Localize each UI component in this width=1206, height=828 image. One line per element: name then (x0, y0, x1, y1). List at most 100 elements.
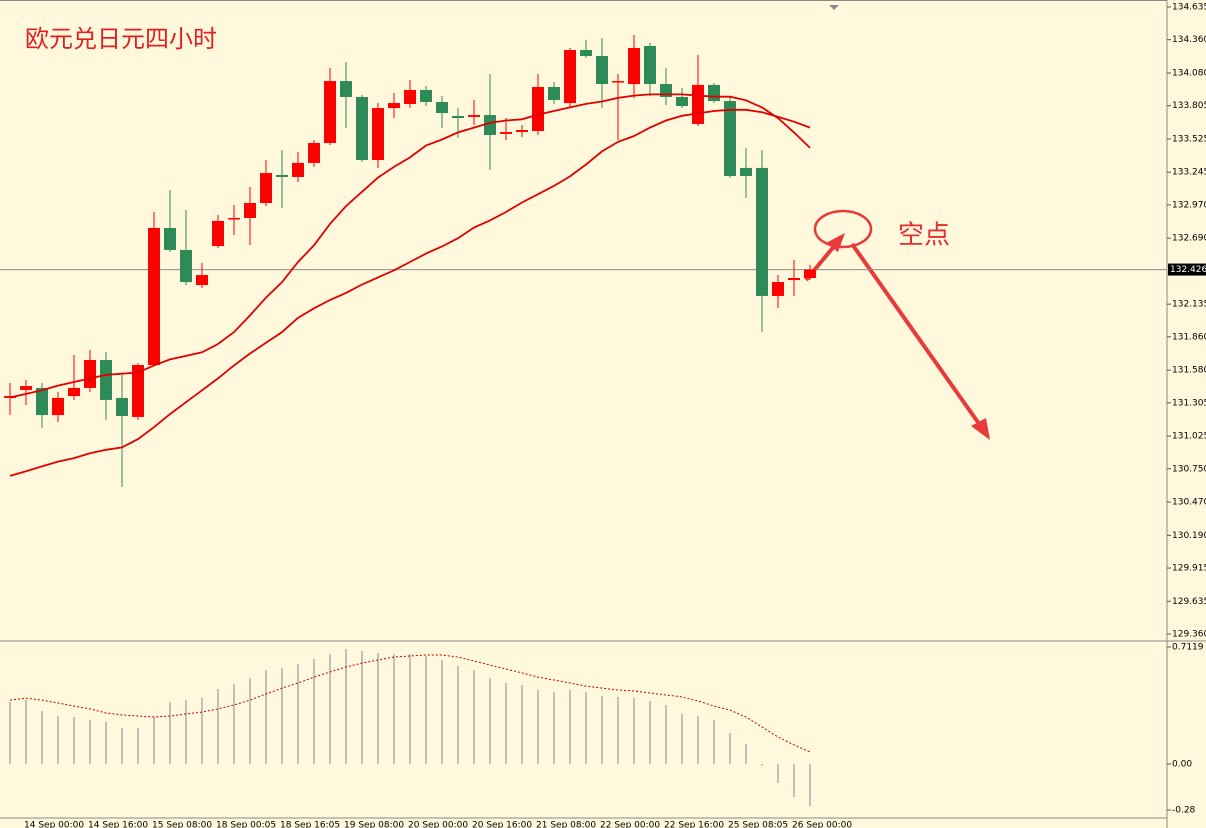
candle-body (260, 173, 272, 204)
macd-bar (809, 763, 811, 806)
candle-body (420, 89, 432, 102)
x-tick-label: 19 Sep 08:00 (344, 821, 404, 828)
candle-body (436, 101, 448, 114)
macd-bar (489, 678, 491, 764)
candle-body (692, 84, 704, 124)
candle-body (804, 269, 816, 279)
macd-bar (201, 698, 203, 764)
macd-bar (57, 716, 59, 764)
x-tick-label: 22 Sep 00:00 (600, 821, 660, 828)
macd-bar (665, 704, 667, 764)
x-tick-label: 14 Sep 00:00 (24, 821, 84, 828)
macd-bar (217, 689, 219, 764)
y-tick-label: 134.635 (1172, 3, 1206, 13)
macd-bar (25, 700, 27, 764)
candle-body (580, 50, 592, 56)
macd-bar (377, 653, 379, 764)
macd-bar (793, 763, 795, 798)
macd-bar (329, 654, 331, 764)
signal-line (9, 654, 811, 753)
candle-body (772, 282, 784, 296)
macd-bar (281, 668, 283, 764)
macd-bar (537, 690, 539, 764)
candle-body (52, 397, 64, 416)
x-tick-label: 25 Sep 08:05 (728, 821, 788, 828)
candle-body (740, 167, 752, 177)
macd-bar (297, 664, 299, 764)
candle-body (36, 387, 48, 416)
chart-title: 欧元兑日元四小时 (25, 25, 217, 53)
candle-body (308, 142, 320, 163)
macd-bar (649, 701, 651, 764)
y-tick-label: 132.135 (1172, 300, 1206, 310)
macd-bar (553, 692, 555, 764)
candle-body (20, 386, 32, 390)
y-tick-label: 130.190 (1172, 531, 1206, 541)
macd-bar (585, 692, 587, 764)
x-tick-label: 14 Sep 16:00 (88, 821, 148, 828)
candle-body (788, 278, 800, 281)
candle-body (628, 48, 640, 85)
y-tick-label: 0.00 (1172, 759, 1192, 769)
macd-bar (425, 656, 427, 764)
x-tick-label: 15 Sep 08:00 (152, 821, 212, 828)
y-tick-label: 0.7119 (1172, 643, 1204, 653)
macd-bar (777, 763, 779, 784)
y-tick-label: 131.580 (1172, 366, 1206, 376)
candle-body (404, 89, 416, 104)
y-tick-label: -0.28 (1172, 806, 1196, 816)
macd-bar (313, 658, 315, 764)
candle-body (676, 96, 688, 107)
macd-bar (361, 651, 363, 764)
macd-bar (761, 763, 763, 766)
x-tick-label: 20 Sep 16:00 (472, 821, 532, 828)
candle-body (196, 275, 208, 286)
candle-body (516, 130, 528, 133)
candle-body (756, 167, 768, 296)
macd-bar (185, 700, 187, 764)
y-tick-label: 134.360 (1172, 35, 1206, 45)
arrow-head (971, 418, 990, 440)
candle-body (644, 45, 656, 85)
candle-body (500, 132, 512, 134)
candle-body (612, 81, 624, 83)
candle-body (100, 360, 112, 400)
macd-bar (729, 732, 731, 764)
candle-body (356, 96, 368, 160)
y-tick-label: 132.970 (1172, 200, 1206, 210)
moving-average (9, 108, 811, 477)
macd-bar (169, 702, 171, 764)
macd-bar (617, 696, 619, 764)
macd-bar (633, 698, 635, 764)
y-tick-label: 131.305 (1172, 398, 1206, 408)
y-tick-label: 133.525 (1172, 134, 1206, 144)
x-tick-label: 20 Sep 00:00 (408, 821, 468, 828)
macd-bar (137, 727, 139, 764)
macd-bar (265, 669, 267, 764)
annotation: 空点 (898, 221, 950, 251)
candle-body (724, 101, 736, 177)
macd-bar (569, 690, 571, 764)
y-tick-label: 131.025 (1172, 432, 1206, 442)
candle-body (372, 108, 384, 160)
candle-body (708, 84, 720, 102)
macd-bar (697, 716, 699, 764)
candle-body (548, 86, 560, 100)
candle-body (180, 249, 192, 283)
candle-body (388, 103, 400, 109)
y-tick-label: 132.690 (1172, 234, 1206, 244)
arrow-down (850, 242, 984, 430)
candle-body (484, 115, 496, 136)
macd-bar (233, 683, 235, 764)
candle-body (532, 86, 544, 131)
y-tick-label: 133.805 (1172, 101, 1206, 111)
macd-bar (457, 666, 459, 764)
macd-bar (441, 659, 443, 764)
x-tick-label: 18 Sep 16:05 (280, 821, 340, 828)
x-tick-label: 22 Sep 16:00 (664, 821, 724, 828)
candle-body (340, 81, 352, 97)
y-tick-label: 133.245 (1172, 168, 1206, 178)
scroll-marker (829, 5, 839, 10)
